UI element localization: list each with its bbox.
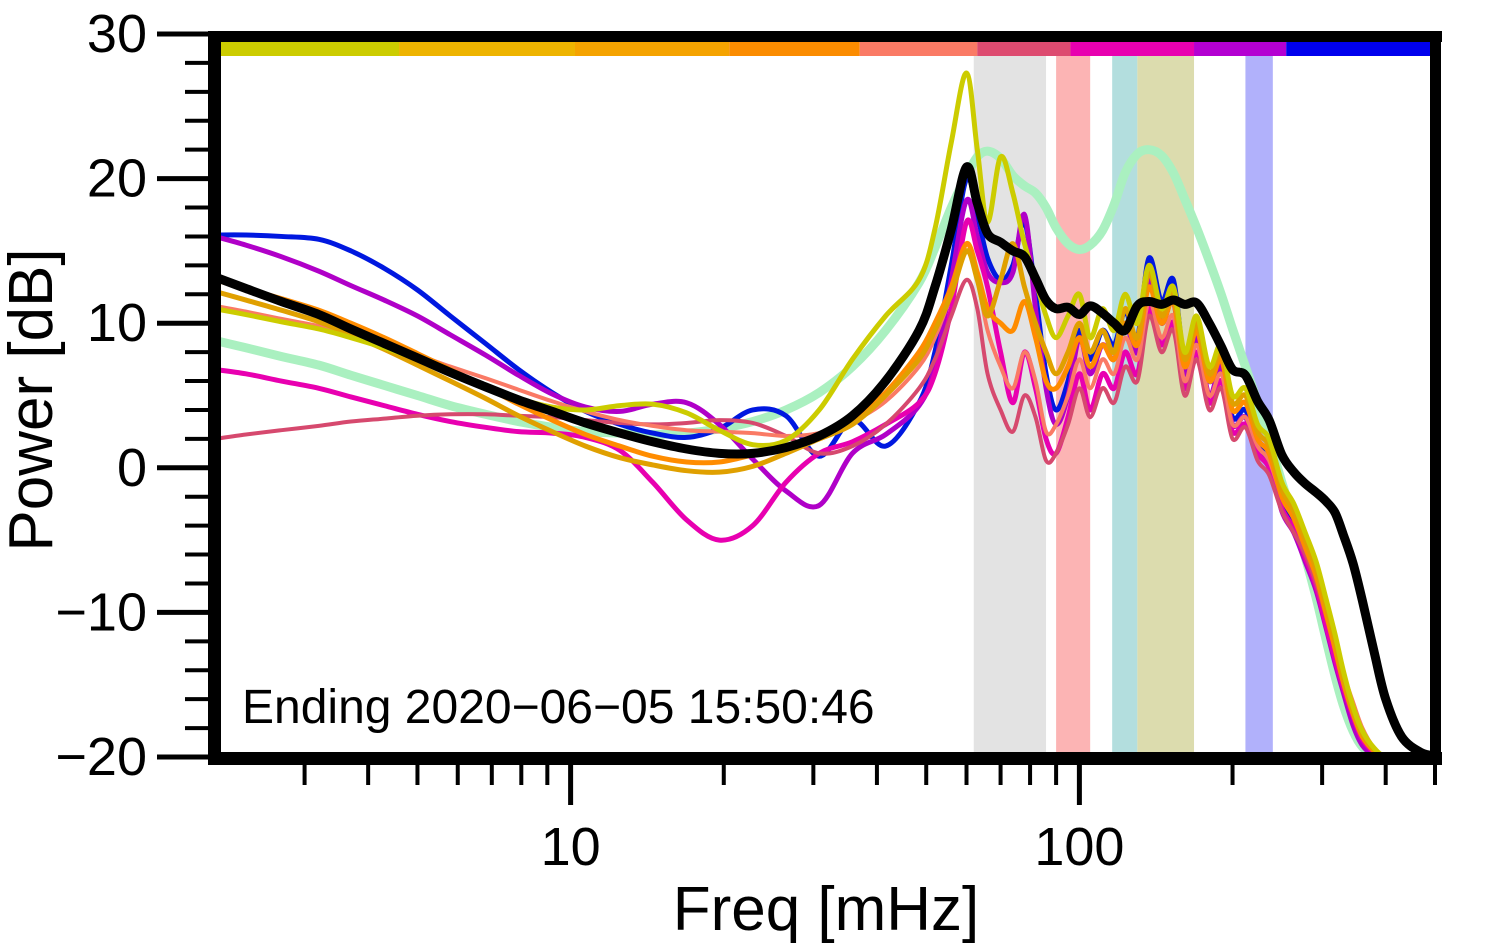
y-tick-label: −20 [55,727,147,787]
colorbar-seg-rose [977,40,1071,56]
colorbar-seg-amber [574,40,730,56]
y-tick-label: 30 [87,4,147,64]
colorbar-seg-gold [399,40,575,56]
axis-spine-top [208,31,1442,42]
y-axis-label: Power [dB] [0,248,66,551]
y-axis-ticks [157,31,208,760]
x-axis-label: Freq [mHz] [673,875,980,944]
y-tick-label: 20 [87,149,147,209]
x-axis-ticks [302,762,1437,805]
axis-spine-left [208,31,221,764]
colorbar-seg-salmon [859,40,978,56]
y-tick-label: 10 [87,293,147,353]
series-channel-amber [212,241,1438,761]
series-channel-orange [212,241,1438,760]
axis-spine-bottom [208,752,1442,765]
x-tick-label: 10 [541,817,601,877]
colorbar-seg-blue [1286,40,1435,56]
frequency-colorbar [215,40,1435,56]
axis-spine-right [1430,31,1441,764]
y-tick-label: 0 [117,438,147,498]
y-axis-tick-labels: −20 −10 0 10 20 30 [55,4,147,787]
axes-frame [208,31,1442,765]
x-axis-tick-labels: 10 100 [541,817,1125,877]
x-tick-label: 100 [1034,817,1124,877]
series-channel-yellow [212,70,1438,761]
colorbar-seg-yellow-green [215,40,400,56]
ending-timestamp-annotation: Ending 2020−06−05 15:50:46 [242,681,875,734]
colorbar-seg-purple [1194,40,1287,56]
y-tick-label: −10 [55,582,147,642]
colorbar-seg-magenta [1070,40,1195,56]
series-average [210,162,1440,761]
data-series-group [210,70,1440,762]
colorbar-seg-orange [729,40,860,56]
